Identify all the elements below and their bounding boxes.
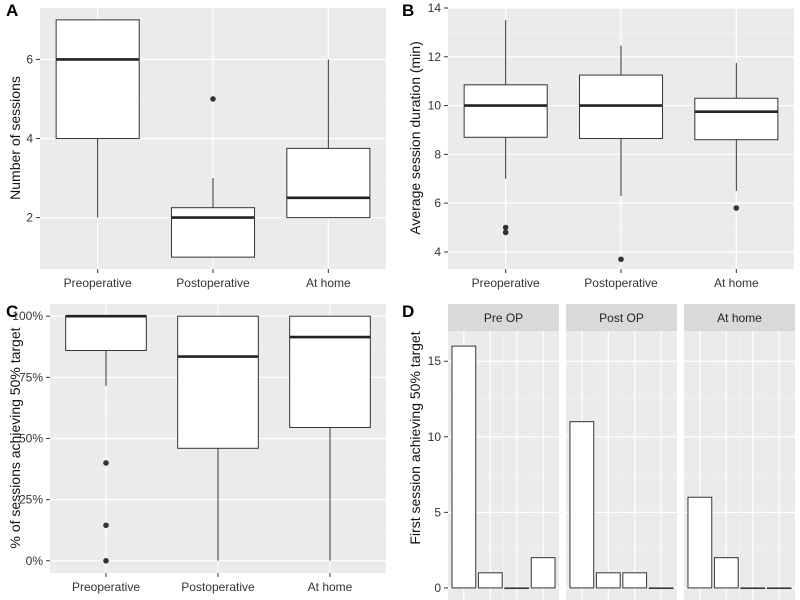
panel-d-bar bbox=[595, 572, 621, 589]
panel-a-xtick-label: Postoperative bbox=[176, 276, 250, 290]
panel-d-bar bbox=[648, 587, 674, 590]
panel-d-letter: D bbox=[402, 302, 414, 321]
panel-c-xtick-label: Postoperative bbox=[181, 580, 255, 594]
panel-c-xtick-label: Preoperative bbox=[72, 580, 140, 594]
panel-a-outlier-point bbox=[210, 96, 216, 102]
panel-d-bar bbox=[569, 421, 595, 589]
panel-a-box-2 bbox=[170, 96, 256, 258]
panel-b-marks bbox=[463, 20, 779, 263]
panel-a-letter: A bbox=[6, 1, 18, 20]
panel-c-box-3 bbox=[289, 315, 371, 561]
panel-d-ytick-label: 10 bbox=[428, 430, 442, 444]
panel-c-outlier-point bbox=[103, 522, 109, 529]
panel-a-marks bbox=[55, 19, 371, 258]
panel-d-bar bbox=[713, 557, 739, 589]
panel-c-box-rect bbox=[177, 315, 259, 449]
panel-a-box-1 bbox=[55, 19, 140, 218]
panel-d-facet-1: Pre OP1234051015 bbox=[428, 304, 559, 600]
panel-c-outlier-point bbox=[103, 557, 109, 564]
panel-b-ytick-label: 10 bbox=[428, 99, 442, 113]
panel-b-ytick-label: 4 bbox=[434, 245, 441, 259]
panel-d-ytick-label: 15 bbox=[428, 354, 442, 368]
panel-c-ytick-label: 75% bbox=[19, 370, 43, 384]
panel-d: D Pre OP1234051015Post OP1234At home1234… bbox=[402, 302, 795, 600]
panel-c-ytick-label: 25% bbox=[19, 493, 43, 507]
panel-d-bar bbox=[504, 587, 530, 590]
panel-a-ytick-label: 4 bbox=[26, 132, 33, 146]
panel-c-ytick-label: 0% bbox=[26, 554, 44, 568]
panel-a-ytick-label: 2 bbox=[26, 211, 33, 225]
panel-d-facet-strip bbox=[566, 304, 677, 331]
panel-b-ytick-label: 6 bbox=[434, 196, 441, 210]
panel-a-box-rect bbox=[170, 207, 256, 258]
panel-a-box-rect bbox=[286, 147, 371, 219]
panel-d-facets: Pre OP1234051015Post OP1234At home1234 bbox=[428, 304, 795, 600]
panel-c-marks bbox=[65, 314, 371, 564]
panel-c-box-1 bbox=[65, 314, 147, 564]
panel-b-box-2 bbox=[578, 45, 664, 263]
panel-b: B 4 6 8 10 12 14 Preoperative Postoperative At h… bbox=[402, 1, 794, 290]
panel-b-box-rect bbox=[694, 97, 779, 141]
panel-d-bar bbox=[530, 557, 556, 589]
panel-b-outlier-point bbox=[502, 224, 509, 231]
panel-d-bar bbox=[622, 572, 648, 589]
panel-d-facet-3: At home1234 bbox=[684, 304, 795, 600]
panel-b-box-rect bbox=[463, 84, 548, 138]
panel-b-axes: 4 6 8 10 12 14 Preoperative Postoperative At hom… bbox=[428, 1, 759, 290]
panel-c: C 0% 25% 50% 75% 100% Preoperative Postoperati… bbox=[6, 302, 386, 594]
panel-d-ylabel: First session achieving 50% target bbox=[407, 331, 423, 544]
panel-b-xtick-label: Preoperative bbox=[472, 276, 540, 290]
panel-d-bar bbox=[687, 496, 713, 589]
panel-b-box-1 bbox=[463, 20, 548, 236]
panel-b-box-3 bbox=[694, 62, 779, 211]
panel-a: A 2 4 6 Preoperative Postoperative At home Nu… bbox=[6, 1, 386, 290]
panel-b-letter: B bbox=[402, 1, 414, 20]
panel-d-bar bbox=[477, 572, 503, 589]
panel-c-ytick-label: 50% bbox=[19, 432, 43, 446]
panel-b-ylabel: Average session duration (min) bbox=[407, 41, 423, 235]
panel-d-facet-label: Post OP bbox=[599, 311, 644, 325]
panel-c-box-rect bbox=[65, 315, 147, 351]
panel-c-letter: C bbox=[6, 302, 18, 321]
panel-b-outlier-point bbox=[502, 229, 509, 236]
panel-c-ylabel: % of sessions achieving 50% target bbox=[7, 327, 23, 548]
panel-a-xtick-label: At home bbox=[306, 276, 351, 290]
panel-d-ytick-label: 5 bbox=[434, 505, 441, 519]
panel-d-facet-label: At home bbox=[717, 311, 762, 325]
panel-c-outlier-point bbox=[103, 460, 109, 466]
panel-a-ylabel: Number of sessions bbox=[7, 76, 23, 200]
panel-a-axes: 2 4 6 Preoperative Postoperative At home bbox=[26, 52, 351, 290]
panel-d-bar bbox=[740, 587, 766, 590]
panel-d-bar bbox=[766, 587, 792, 590]
panel-c-axes: 0% 25% 50% 75% 100% Preoperative Postoperative… bbox=[12, 309, 352, 594]
panel-d-facet-strip bbox=[448, 304, 559, 331]
panel-b-ytick-label: 12 bbox=[428, 50, 442, 64]
panel-d-facet-label: Pre OP bbox=[484, 311, 523, 325]
panel-a-ytick-label: 6 bbox=[26, 52, 33, 66]
panel-d-ytick-label: 0 bbox=[434, 581, 441, 595]
panel-c-box-2 bbox=[177, 315, 259, 561]
panel-c-xtick-label: At home bbox=[308, 580, 353, 594]
panel-b-ytick-label: 8 bbox=[434, 147, 441, 161]
panel-b-xtick-label: Postoperative bbox=[584, 276, 658, 290]
panel-a-box-3 bbox=[286, 59, 371, 219]
panel-b-outlier-point bbox=[618, 256, 624, 263]
panel-a-xtick-label: Preoperative bbox=[64, 276, 132, 290]
panel-d-facet-2: Post OP1234 bbox=[566, 304, 677, 600]
panel-d-bar bbox=[451, 345, 477, 589]
panel-c-ytick-label: 100% bbox=[12, 309, 43, 323]
panel-c-box-rect bbox=[289, 315, 371, 428]
panel-b-ytick-label: 14 bbox=[428, 1, 442, 15]
panel-b-xtick-label: At home bbox=[714, 276, 759, 290]
panel-a-box-rect bbox=[55, 19, 140, 139]
panel-d-facet-strip bbox=[684, 304, 795, 331]
panel-b-outlier-point bbox=[733, 205, 740, 211]
